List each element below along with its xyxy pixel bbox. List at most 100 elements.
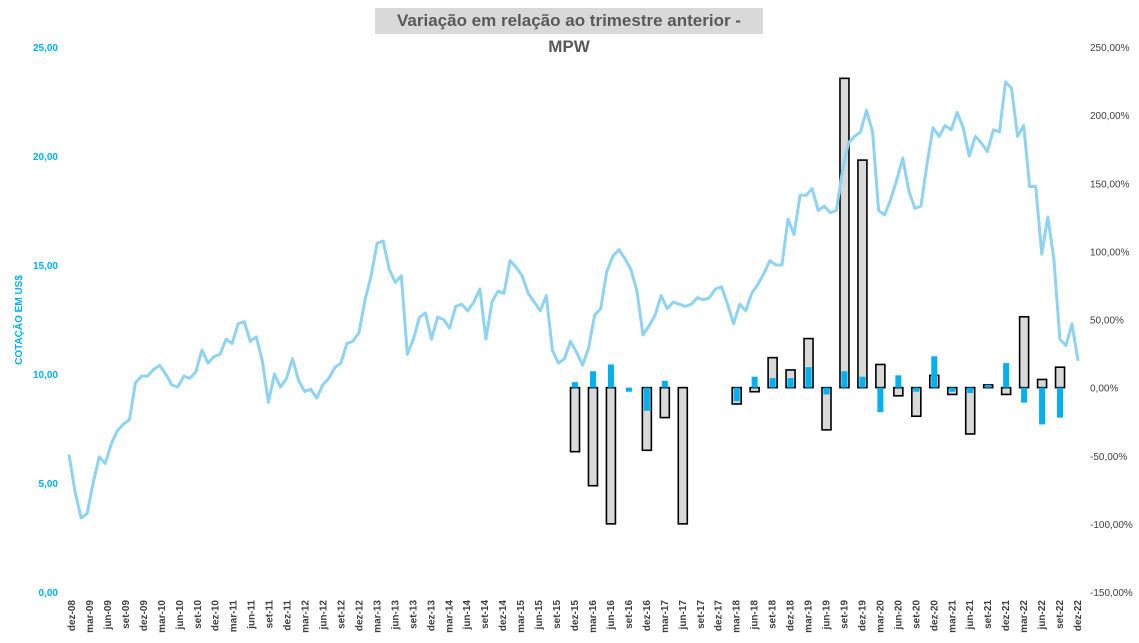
x-axis-ticks: dez-08 mar-09 jun-09 set-09 dez-09 mar-10 jun-… — [67, 600, 1084, 633]
x-tick-label: mar-14 — [444, 600, 455, 633]
x-tick-label: dez-19 — [857, 600, 868, 632]
x-tick-label: jun-10 — [175, 600, 186, 631]
x-tick-label: mar-11 — [229, 600, 240, 633]
left-axis-ticks: 0,00 5,00 10,00 15,00 20,00 25,00 — [33, 43, 58, 599]
bar-blue — [949, 387, 956, 392]
bar-blue — [913, 387, 920, 392]
x-tick-label: set-11 — [265, 600, 276, 629]
left-tick-label: 25,00 — [33, 43, 58, 54]
bar-gray — [659, 386, 671, 419]
x-tick-label: mar-22 — [1019, 600, 1030, 633]
x-tick-label: dez-15 — [570, 600, 581, 632]
x-tick-label: dez-08 — [67, 600, 78, 632]
x-tick-label: set-14 — [480, 600, 491, 629]
x-tick-label: set-13 — [408, 600, 419, 629]
x-tick-label: mar-13 — [372, 600, 383, 633]
bar-gray — [569, 386, 581, 453]
x-tick-label: set-10 — [193, 600, 204, 629]
x-tick-label: mar-15 — [516, 600, 527, 633]
x-tick-label: set-18 — [768, 600, 779, 629]
x-tick-label: jun-12 — [319, 600, 330, 631]
price-line — [67, 80, 1080, 520]
x-tick-label: jun-16 — [606, 600, 617, 631]
chart-title: Variação em relação ao trimestre anterio… — [375, 8, 763, 56]
right-tick-label: -50,00% — [1090, 452, 1127, 463]
x-tick-label: jun-20 — [893, 600, 904, 631]
bar-blue — [661, 380, 668, 388]
x-tick-label: jun-21 — [965, 600, 976, 631]
x-tick-label: mar-12 — [301, 600, 312, 633]
left-tick-label: 20,00 — [33, 152, 58, 163]
x-tick-label: jun-11 — [247, 600, 258, 630]
bar-gray — [1000, 386, 1012, 396]
bar-blue — [1003, 363, 1010, 388]
bar-blue — [1039, 387, 1046, 425]
x-tick-label: set-22 — [1055, 600, 1066, 629]
x-tick-label: dez-09 — [139, 600, 150, 632]
right-tick-label: 200,00% — [1090, 111, 1130, 122]
x-tick-label: mar-10 — [157, 600, 168, 633]
bar-blue — [895, 375, 902, 388]
bar-blue — [769, 378, 776, 388]
bar-gray — [839, 77, 850, 389]
bar-gray — [857, 159, 868, 389]
x-tick-label: jun-22 — [1037, 600, 1048, 631]
bar-gray — [587, 386, 599, 487]
left-tick-label: 0,00 — [39, 588, 59, 599]
right-tick-label: 150,00% — [1090, 179, 1130, 190]
x-tick-label: dez-16 — [642, 600, 653, 632]
bar-blue — [572, 382, 578, 388]
bar-gray — [911, 386, 922, 418]
right-tick-label: 250,00% — [1090, 43, 1130, 54]
bars-blue-series — [572, 356, 1064, 425]
bar-gray — [1018, 315, 1030, 389]
x-tick-label: jun-15 — [534, 600, 545, 631]
x-tick-label: dez-22 — [1073, 600, 1084, 632]
x-tick-label: dez-10 — [211, 600, 222, 632]
bar-blue — [967, 387, 974, 394]
x-tick-label: dez-18 — [786, 600, 797, 632]
x-tick-label: dez-20 — [929, 600, 940, 632]
x-tick-label: set-21 — [983, 600, 994, 629]
bar-gray — [1036, 378, 1048, 389]
right-axis-ticks: -150,00% -100,00% -50,00% 0,00% 50,00% 100,00… — [1090, 43, 1133, 599]
x-tick-label: mar-21 — [947, 600, 958, 633]
x-tick-label: mar-09 — [85, 600, 96, 633]
bar-blue — [751, 376, 758, 388]
bar-gray — [893, 386, 904, 397]
bar-blue — [931, 356, 938, 388]
x-tick-label: jun-13 — [390, 600, 401, 631]
bar-gray — [605, 386, 617, 525]
bar-blue — [859, 376, 866, 388]
x-tick-label: set-20 — [911, 600, 922, 629]
right-tick-label: 50,00% — [1090, 316, 1124, 327]
x-tick-label: mar-20 — [875, 600, 886, 633]
bar-blue — [805, 367, 812, 388]
x-tick-label: dez-21 — [1001, 600, 1012, 632]
x-tick-label: jun-18 — [750, 600, 761, 631]
bar-blue — [607, 364, 614, 388]
right-tick-label: -150,00% — [1090, 588, 1133, 599]
x-tick-label: mar-16 — [588, 600, 599, 633]
x-tick-label: mar-17 — [660, 600, 671, 633]
right-tick-label: 0,00% — [1090, 384, 1118, 395]
bar-blue — [877, 387, 884, 413]
x-tick-label: set-16 — [624, 600, 635, 629]
bar-blue — [589, 371, 596, 388]
x-tick-label: mar-19 — [804, 600, 815, 633]
bar-gray — [1054, 366, 1066, 389]
x-tick-label: jun-09 — [103, 600, 114, 631]
left-tick-label: 10,00 — [33, 370, 58, 381]
bar-blue — [733, 387, 740, 402]
right-tick-label: 100,00% — [1090, 247, 1130, 258]
left-tick-label: 15,00 — [33, 261, 58, 272]
bar-blue — [985, 384, 992, 388]
x-tick-label: set-19 — [839, 600, 850, 629]
x-tick-label: set-17 — [696, 600, 707, 629]
x-tick-label: jun-14 — [462, 600, 473, 631]
bar-blue — [1057, 387, 1064, 418]
x-tick-label: mar-18 — [732, 600, 743, 633]
bar-gray — [875, 363, 886, 389]
bar-gray — [749, 386, 760, 393]
bar-blue — [787, 378, 794, 388]
